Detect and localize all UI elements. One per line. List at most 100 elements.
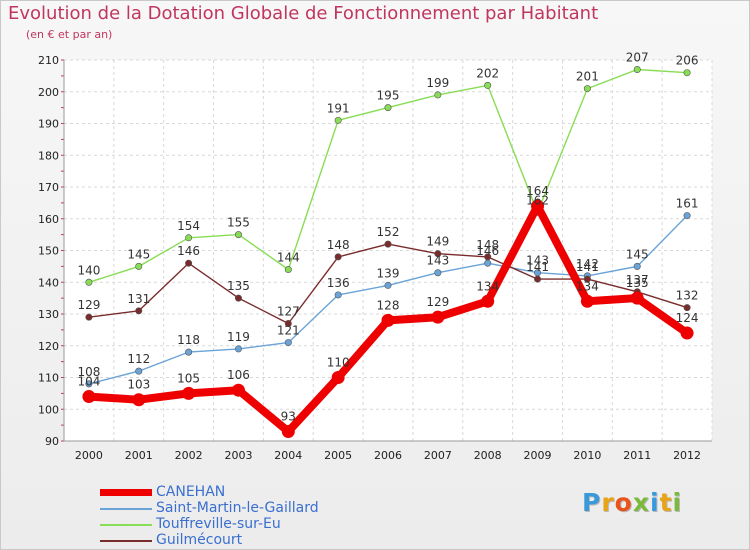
chart-subtitle: (en € et par an) bbox=[26, 28, 113, 41]
data-label: 119 bbox=[227, 330, 250, 344]
x-tick-label: 2005 bbox=[324, 449, 352, 462]
data-point bbox=[82, 390, 96, 404]
y-tick-label: 200 bbox=[38, 86, 59, 99]
data-point bbox=[85, 278, 93, 286]
x-tick-label: 2000 bbox=[75, 449, 103, 462]
legend-swatch bbox=[100, 524, 152, 526]
logo-letter: i bbox=[650, 488, 660, 517]
data-point bbox=[185, 234, 193, 242]
data-point bbox=[434, 269, 442, 277]
data-label: 135 bbox=[227, 279, 250, 293]
axis-layer: 90 100 110 120 130 140 150 160 170 180 190 200 210 20… bbox=[38, 54, 712, 462]
grid-layer bbox=[63, 59, 713, 442]
y-tick-label: 170 bbox=[38, 181, 59, 194]
legend-item: Saint-Martin-le-Gaillard bbox=[100, 500, 360, 516]
y-tick-label: 210 bbox=[38, 54, 59, 67]
x-tick-label: 2001 bbox=[125, 449, 153, 462]
data-label: 118 bbox=[177, 333, 200, 347]
legend-swatch bbox=[100, 489, 152, 496]
data-label: 141 bbox=[576, 260, 599, 274]
data-label: 148 bbox=[476, 238, 499, 252]
data-point bbox=[381, 313, 395, 327]
data-label: 104 bbox=[77, 375, 100, 389]
y-tick-label: 190 bbox=[38, 118, 59, 131]
data-label: 145 bbox=[127, 247, 150, 261]
data-point bbox=[85, 313, 93, 321]
data-label: 140 bbox=[77, 263, 100, 277]
legend-label: CANEHAN bbox=[156, 484, 226, 500]
data-point bbox=[583, 85, 591, 93]
data-label: 202 bbox=[476, 66, 499, 80]
data-point bbox=[384, 104, 392, 112]
legend-swatch bbox=[100, 508, 152, 510]
data-label: 164 bbox=[526, 184, 549, 198]
data-label: 112 bbox=[127, 352, 150, 366]
x-tick-label: 2012 bbox=[673, 449, 701, 462]
data-point bbox=[384, 240, 392, 248]
logo-letter: o bbox=[614, 488, 633, 517]
data-label: 154 bbox=[177, 219, 200, 233]
x-tick-label: 2011 bbox=[623, 449, 651, 462]
data-label: 136 bbox=[327, 276, 350, 290]
x-tick-label: 2010 bbox=[573, 449, 601, 462]
data-label: 132 bbox=[676, 289, 699, 303]
data-label: 146 bbox=[177, 244, 200, 258]
logo-letter: P bbox=[582, 488, 602, 517]
data-point bbox=[234, 231, 242, 239]
data-point bbox=[484, 259, 492, 267]
y-tick-label: 180 bbox=[38, 149, 59, 162]
data-point bbox=[331, 371, 345, 384]
data-point bbox=[484, 81, 492, 89]
data-label: 131 bbox=[127, 292, 150, 306]
data-label: 121 bbox=[277, 324, 300, 338]
data-label: 148 bbox=[327, 238, 350, 252]
data-point bbox=[135, 307, 143, 315]
data-label: 162 bbox=[526, 193, 549, 207]
data-label: 161 bbox=[676, 197, 699, 211]
data-point bbox=[683, 212, 691, 220]
data-label: 127 bbox=[277, 305, 300, 319]
legend-swatch bbox=[100, 540, 152, 542]
data-label: 103 bbox=[127, 378, 150, 392]
data-point bbox=[284, 266, 292, 274]
data-label: 191 bbox=[327, 101, 350, 115]
data-label: 195 bbox=[377, 89, 400, 103]
data-point bbox=[132, 393, 146, 407]
series-layer bbox=[82, 66, 694, 438]
data-label: 149 bbox=[426, 235, 449, 249]
data-label: 143 bbox=[426, 254, 449, 268]
x-tick-label: 2008 bbox=[474, 449, 502, 462]
data-label: 135 bbox=[626, 276, 649, 290]
data-label: 129 bbox=[426, 295, 449, 309]
y-tick-label: 130 bbox=[38, 308, 59, 321]
data-point bbox=[531, 199, 545, 213]
y-tick-label: 100 bbox=[38, 403, 59, 416]
data-label: 144 bbox=[277, 251, 300, 265]
data-label: 137 bbox=[626, 273, 649, 287]
logo-letter: i bbox=[672, 488, 683, 517]
data-label: 155 bbox=[227, 216, 250, 230]
data-label-layer: 108 112 118 119 121 136 139 143 146 143 142 145 161 1… bbox=[77, 51, 698, 424]
data-label: 108 bbox=[77, 365, 100, 379]
data-point bbox=[85, 380, 93, 388]
legend-label: Guilmécourt bbox=[156, 532, 243, 548]
data-label: 93 bbox=[281, 409, 296, 423]
data-point bbox=[434, 250, 442, 258]
data-point bbox=[135, 367, 143, 375]
logo-letter: t bbox=[659, 488, 673, 517]
data-label: 105 bbox=[177, 371, 200, 385]
data-point bbox=[284, 339, 292, 347]
y-tick-label: 160 bbox=[38, 213, 59, 226]
data-point bbox=[231, 383, 245, 397]
y-tick-label: 140 bbox=[38, 276, 59, 289]
data-label: 201 bbox=[576, 70, 599, 84]
data-point bbox=[683, 304, 691, 312]
data-label: 206 bbox=[676, 54, 699, 68]
data-point bbox=[234, 294, 242, 302]
x-tick-label: 2004 bbox=[274, 449, 302, 462]
legend-item: Touffreville-sur-Eu bbox=[100, 516, 360, 532]
data-point bbox=[281, 424, 295, 438]
data-label: 134 bbox=[576, 279, 599, 293]
data-label: 141 bbox=[526, 260, 549, 274]
